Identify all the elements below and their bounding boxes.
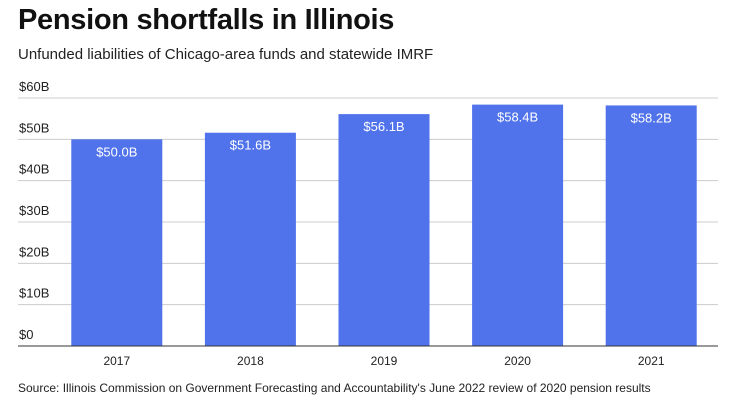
bar xyxy=(472,104,564,346)
bar-data-label: $58.2B xyxy=(631,110,672,125)
x-axis-ticks: 2017 2018 2019 2020 2021 xyxy=(103,354,664,368)
x-tick-label: 2021 xyxy=(638,354,665,368)
source-note: Source: Illinois Commission on Governmen… xyxy=(18,381,651,395)
y-tick-label: $10B xyxy=(19,286,49,301)
y-tick-label: $0 xyxy=(19,327,33,342)
bar-data-labels: $50.0B $51.6B $56.1B $58.4B $58.2B xyxy=(96,110,672,160)
bar-data-label: $56.1B xyxy=(363,119,404,134)
bar xyxy=(71,139,163,346)
x-tick-label: 2017 xyxy=(103,354,130,368)
bar xyxy=(204,132,296,346)
bar-data-label: $51.6B xyxy=(230,138,271,153)
bar-data-label: $58.4B xyxy=(497,110,538,125)
chart-subtitle: Unfunded liabilities of Chicago-area fun… xyxy=(18,46,434,63)
bar xyxy=(605,105,697,346)
chart-title: Pension shortfalls in Illinois xyxy=(18,4,395,36)
y-axis-ticks: $0 $10B $20B $30B $40B $50B $60B xyxy=(19,79,49,342)
y-tick-label: $60B xyxy=(19,79,49,94)
y-tick-label: $40B xyxy=(19,162,49,177)
bar xyxy=(338,114,430,347)
x-tick-label: 2018 xyxy=(237,354,264,368)
y-tick-label: $30B xyxy=(19,203,49,218)
x-tick-label: 2019 xyxy=(371,354,398,368)
y-tick-label: $50B xyxy=(19,120,49,135)
bars xyxy=(71,104,697,347)
y-tick-label: $20B xyxy=(19,244,49,259)
x-tick-label: 2020 xyxy=(504,354,531,368)
bar-data-label: $50.0B xyxy=(96,144,137,159)
